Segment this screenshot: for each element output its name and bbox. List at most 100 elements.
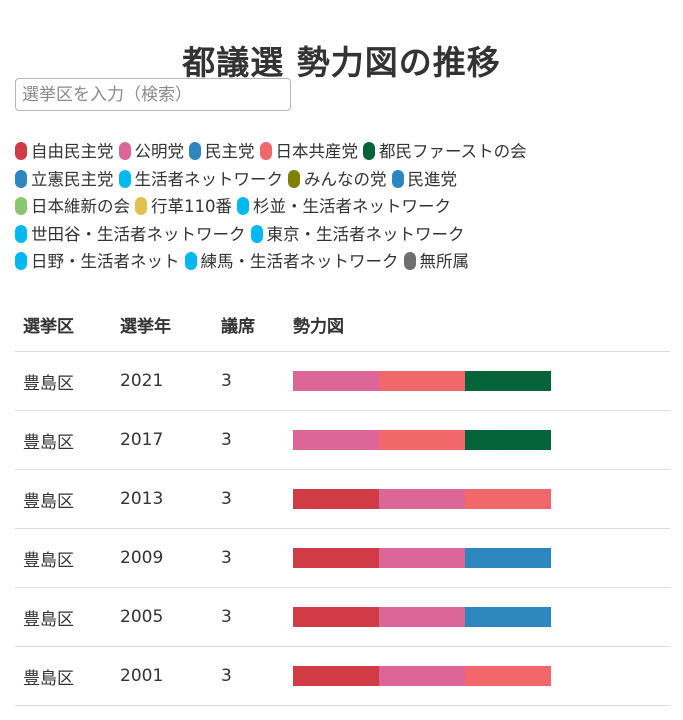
legend-swatch-icon (184, 252, 197, 270)
table-row: 豊島区 2013 3 (15, 469, 670, 529)
legend-item: 日本維新の会 (15, 196, 130, 218)
party-legend: 自由民主党 公明党 民主党 日本共産党 都民ファーストの会立憲民主党 生活者ネットワークみ… (15, 141, 675, 279)
legend-item: 公明党 (118, 141, 185, 163)
seat-segment (465, 430, 551, 450)
legend-label: 練馬・生活者ネットワーク (200, 252, 399, 271)
legend-item: 世田谷・生活者ネットワーク (15, 224, 246, 246)
year-cell: 2013 (112, 469, 213, 529)
legend-swatch-icon (15, 224, 27, 243)
table-row: 豊島区 2001 3 (15, 646, 670, 706)
seat-segment (293, 666, 379, 686)
legend-item: 都民ファーストの会 (363, 141, 527, 163)
legend-label: 世田谷・生活者ネットワーク (31, 224, 246, 244)
power-map-cell (285, 351, 670, 411)
seats-cell: 3 (213, 528, 285, 588)
seats-cell: 3 (213, 587, 285, 647)
column-header-district[interactable]: 選挙区 (15, 298, 112, 352)
legend-label: 生活者ネットワーク (134, 169, 284, 189)
district-cell: 豊島区 (15, 410, 112, 470)
seat-segment (465, 548, 551, 568)
legend-label: 行革110番 (151, 197, 232, 216)
year-cell: 2009 (112, 528, 213, 588)
search-input[interactable] (15, 78, 291, 111)
legend-swatch-icon (259, 142, 272, 160)
seat-segment (465, 371, 551, 391)
seat-segment (293, 607, 379, 627)
legend-item: 練馬・生活者ネットワーク (184, 251, 399, 273)
year-cell: 2021 (112, 351, 213, 411)
seat-bar (293, 371, 551, 391)
legend-item: 日本共産党 (259, 141, 358, 163)
year-cell: 2017 (112, 410, 213, 470)
column-header-seats[interactable]: 議席 (213, 298, 285, 352)
table-row: 豊島区 2017 3 (15, 410, 670, 470)
legend-swatch-icon (189, 142, 201, 160)
seat-segment (379, 430, 465, 450)
legend-item: みんなの党 (288, 169, 387, 191)
legend-swatch-icon (118, 142, 131, 160)
legend-label: 東京・生活者ネットワーク (266, 224, 465, 244)
seat-bar (293, 489, 551, 509)
legend-item: 自由民主党 (15, 141, 114, 163)
legend-item: 民主党 (189, 141, 255, 163)
seats-cell: 3 (213, 646, 285, 706)
legend-item: 日野・生活者ネット (15, 251, 180, 273)
power-map-cell (285, 587, 670, 647)
seats-cell: 3 (213, 351, 285, 411)
column-header-power-map[interactable]: 勢力図 (285, 298, 670, 352)
seat-segment (379, 489, 465, 509)
year-cell: 2005 (112, 587, 213, 647)
legend-label: 杉並・生活者ネットワーク (253, 197, 451, 216)
legend-swatch-icon (15, 142, 27, 160)
legend-swatch-icon (15, 252, 27, 270)
legend-row: 世田谷・生活者ネットワーク 東京・生活者ネットワーク (15, 224, 675, 252)
legend-item: 民進党 (391, 169, 458, 191)
legend-label: 日野・生活者ネット (31, 252, 180, 271)
legend-item: 生活者ネットワーク (118, 169, 284, 191)
legend-swatch-icon (403, 252, 416, 270)
district-cell: 豊島区 (15, 646, 112, 706)
seat-segment (293, 489, 379, 509)
power-map-cell (285, 469, 670, 529)
legend-label: 無所属 (419, 252, 470, 271)
legend-label: 公明党 (134, 142, 185, 161)
power-map-cell (285, 646, 670, 706)
legend-item: 東京・生活者ネットワーク (250, 224, 465, 246)
legend-swatch-icon (15, 197, 27, 215)
legend-row: 自由民主党 公明党 民主党 日本共産党 都民ファーストの会 (15, 141, 675, 169)
legend-label: 民進党 (407, 169, 458, 189)
seat-segment (379, 666, 465, 686)
legend-swatch-icon (250, 224, 263, 243)
legend-swatch-icon (15, 169, 27, 188)
year-cell: 2001 (112, 646, 213, 706)
legend-item: 行革110番 (135, 196, 232, 218)
seat-bar (293, 548, 551, 568)
legend-label: 立憲民主党 (31, 169, 114, 189)
seats-cell: 3 (213, 469, 285, 529)
seat-segment (379, 371, 465, 391)
seat-bar (293, 430, 551, 450)
legend-swatch-icon (363, 142, 375, 160)
table-row: 豊島区 2005 3 (15, 587, 670, 647)
legend-swatch-icon (237, 197, 249, 215)
legend-label: 自由民主党 (31, 142, 114, 161)
seat-bar (293, 666, 551, 686)
table-header-row: 選挙区 選挙年 議席 勢力図 (15, 298, 670, 352)
results-table: 選挙区 選挙年 議席 勢力図 豊島区 2021 3 豊島区 2017 3 豊島区 2013 3 豊… (15, 298, 670, 706)
power-map-cell (285, 528, 670, 588)
district-cell: 豊島区 (15, 587, 112, 647)
legend-item: 立憲民主党 (15, 169, 114, 191)
legend-swatch-icon (288, 169, 300, 188)
column-header-year[interactable]: 選挙年 (112, 298, 213, 352)
seat-segment (465, 666, 551, 686)
legend-label: 都民ファーストの会 (379, 142, 527, 161)
table-row: 豊島区 2009 3 (15, 528, 670, 588)
legend-swatch-icon (135, 197, 147, 215)
seats-cell: 3 (213, 410, 285, 470)
legend-label: 民主党 (205, 142, 255, 161)
legend-row: 日野・生活者ネット 練馬・生活者ネットワーク 無所属 (15, 251, 675, 279)
seat-segment (379, 548, 465, 568)
seat-segment (293, 430, 379, 450)
seat-segment (293, 371, 379, 391)
legend-label: みんなの党 (304, 169, 387, 189)
